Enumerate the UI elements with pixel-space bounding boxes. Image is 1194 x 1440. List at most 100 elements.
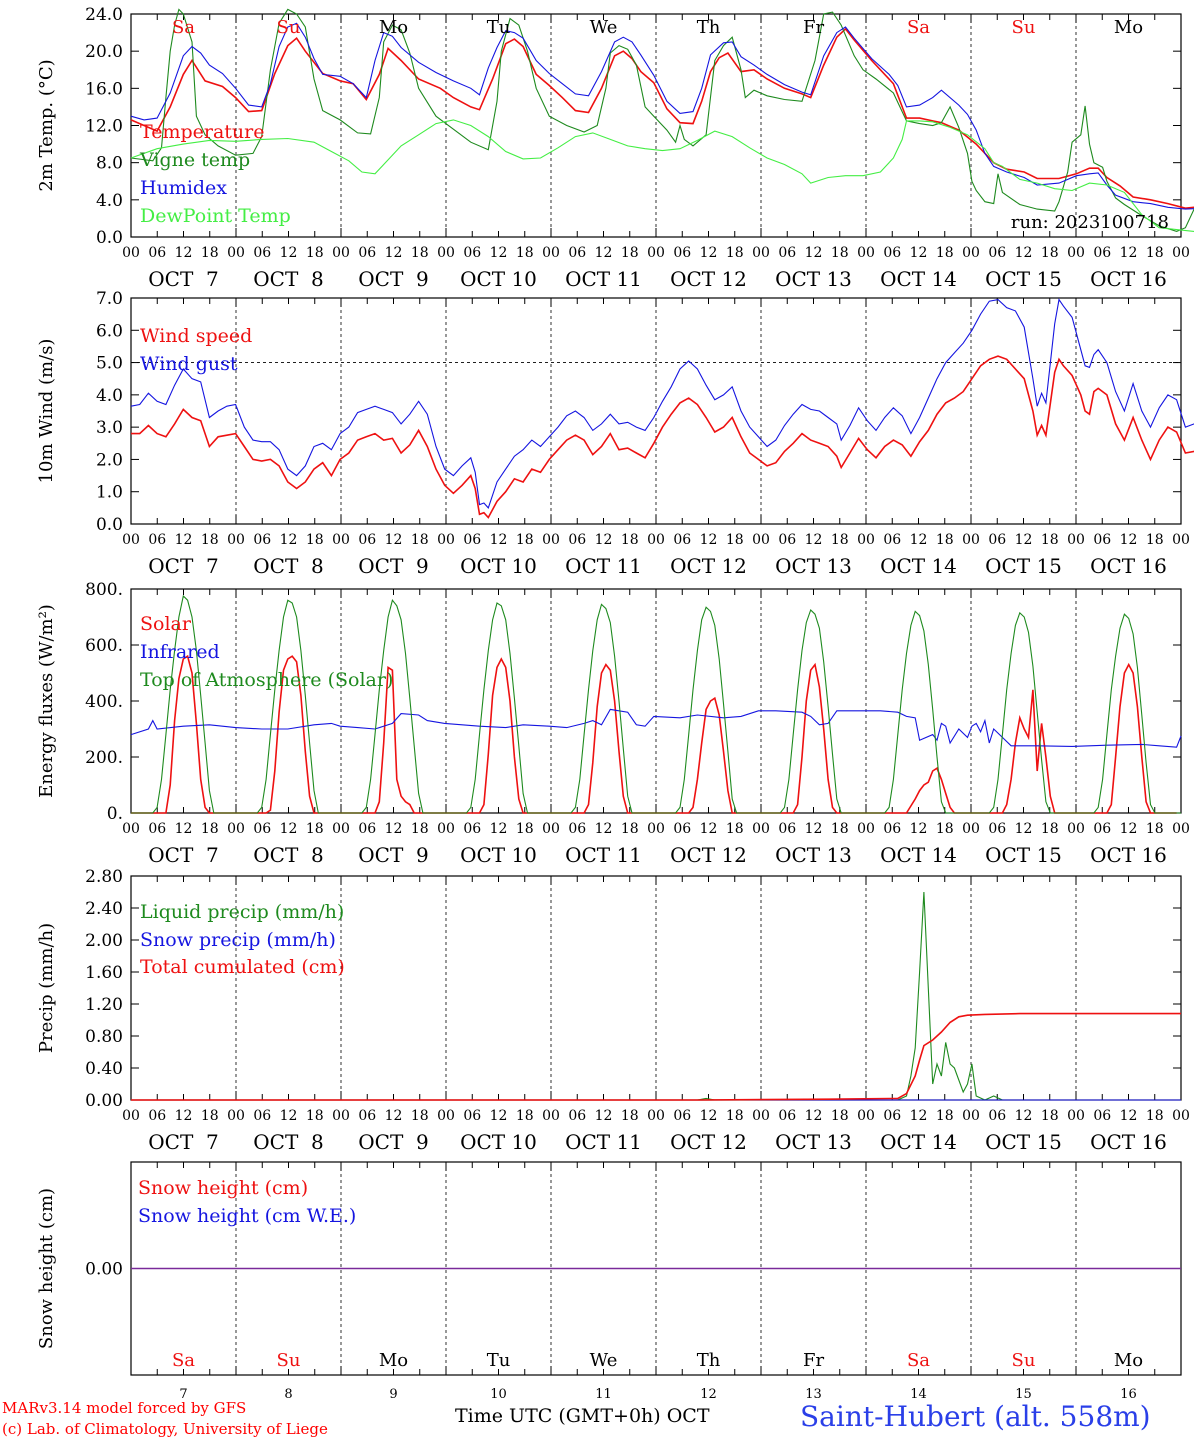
plot-frame [130, 13, 1182, 238]
hour-tick-label: 12 [805, 532, 823, 548]
y-tick-label: 600. [85, 636, 123, 656]
day-number-label: 14 [910, 1387, 927, 1402]
date-label: OCT 14 [880, 554, 957, 578]
date-label: OCT 7 [148, 554, 218, 578]
y-tick-label: 400. [85, 692, 123, 712]
y-tick-label: 0.40 [85, 1059, 123, 1079]
hour-tick-label: 18 [831, 532, 849, 548]
legend-entry: Wind speed [140, 325, 252, 347]
hour-tick-label: 18 [936, 1108, 954, 1124]
hour-tick-label: 06 [568, 245, 586, 261]
series-line [131, 355, 1194, 519]
hour-tick-label: 12 [910, 821, 928, 837]
hour-tick-label: 18 [726, 245, 744, 261]
hour-tick-label: 00 [752, 1108, 770, 1124]
y-tick-label: 2.80 [85, 867, 123, 887]
station-label: Saint-Hubert (alt. 558m) [800, 1400, 1151, 1433]
date-label: OCT 11 [565, 267, 642, 291]
hour-tick-label: 12 [595, 1108, 613, 1124]
hour-tick-label: 06 [883, 245, 901, 261]
date-label: OCT 7 [148, 1130, 218, 1154]
date-label: OCT 15 [985, 1130, 1062, 1154]
day-number-label: 8 [284, 1387, 292, 1402]
series-line [131, 1012, 1181, 1101]
date-label: OCT 16 [1090, 843, 1167, 867]
date-label: OCT 11 [565, 843, 642, 867]
series-line [130, 119, 1194, 232]
y-tick-label: 0.0 [96, 228, 123, 248]
panel-3: 0. 200. 400. 600. 800. Energy fluxes (W/m²) So… [36, 580, 1190, 867]
series-line [130, 27, 1194, 210]
hour-tick-label: 00 [857, 245, 875, 261]
hour-tick-label: 06 [463, 1108, 481, 1124]
hour-tick-label: 06 [778, 1108, 796, 1124]
hour-tick-label: 12 [595, 245, 613, 261]
day-number-label: 16 [1120, 1387, 1137, 1402]
series-line [131, 594, 1181, 814]
hour-tick-label: 18 [1146, 532, 1164, 548]
day-number-label: 12 [700, 1387, 717, 1402]
hour-tick-label: 18 [726, 1108, 744, 1124]
hour-tick-label: 18 [1041, 245, 1059, 261]
date-label: OCT 10 [460, 1130, 537, 1154]
hour-tick-label: 18 [726, 532, 744, 548]
hour-tick-label: 18 [621, 821, 639, 837]
hour-tick-label: 00 [752, 821, 770, 837]
y-tick-label: 1.60 [85, 963, 123, 983]
hour-tick-label: 12 [280, 821, 298, 837]
y-tick-label: 200. [85, 748, 123, 768]
hour-tick-label: 12 [280, 532, 298, 548]
date-label: OCT 12 [670, 843, 747, 867]
hour-tick-label: 00 [332, 532, 350, 548]
date-label: OCT 10 [460, 267, 537, 291]
hour-tick-label: 00 [1172, 532, 1190, 548]
hour-tick-label: 12 [280, 1108, 298, 1124]
weekday-label: Sa [172, 17, 195, 38]
hour-tick-label: 06 [253, 532, 271, 548]
date-label: OCT 7 [148, 267, 218, 291]
y-tick-label: 2.40 [85, 899, 123, 919]
date-label: OCT 9 [358, 554, 428, 578]
hour-tick-label: 06 [358, 1108, 376, 1124]
day-number-label: 7 [179, 1387, 187, 1402]
hour-tick-label: 18 [936, 821, 954, 837]
hour-tick-label: 18 [516, 532, 534, 548]
hour-tick-label: 18 [726, 821, 744, 837]
hour-tick-label: 12 [700, 532, 718, 548]
hour-tick-label: 12 [490, 821, 508, 837]
hour-tick-label: 00 [962, 1108, 980, 1124]
hour-tick-label: 06 [358, 532, 376, 548]
weekday-label: Su [277, 17, 301, 38]
date-label: OCT 12 [670, 1130, 747, 1154]
date-label: OCT 9 [358, 1130, 428, 1154]
date-label: OCT 10 [460, 843, 537, 867]
day-number-label: 15 [1015, 1387, 1032, 1402]
date-label: OCT 9 [358, 267, 428, 291]
hour-tick-label: 00 [1172, 245, 1190, 261]
hour-tick-label: 00 [1067, 1108, 1085, 1124]
hour-tick-label: 00 [1067, 532, 1085, 548]
hour-tick-label: 18 [201, 245, 219, 261]
hour-tick-label: 12 [175, 821, 193, 837]
hour-tick-label: 06 [1093, 532, 1111, 548]
y-tick-label: 2.00 [85, 931, 123, 951]
model-credit: MARv3.14 model forced by GFS [2, 1399, 247, 1417]
panel-4: 0.00 0.40 0.80 1.20 1.60 2.00 2.40 2.80 Precip (… [36, 867, 1190, 1154]
hour-tick-label: 12 [1120, 245, 1138, 261]
y-tick-label: 8.0 [96, 154, 123, 174]
hour-tick-label: 18 [201, 532, 219, 548]
weekday-label: We [590, 1350, 618, 1371]
hour-tick-label: 12 [1120, 532, 1138, 548]
hour-tick-label: 18 [1041, 532, 1059, 548]
y-tick-label: 4.0 [96, 191, 123, 211]
date-label: OCT 9 [358, 843, 428, 867]
hour-tick-label: 06 [673, 245, 691, 261]
hour-tick-label: 00 [962, 245, 980, 261]
hour-tick-label: 06 [463, 532, 481, 548]
y-tick-label: 24.0 [85, 5, 123, 25]
hour-tick-label: 12 [1120, 1108, 1138, 1124]
date-label: OCT 7 [148, 843, 218, 867]
legend-entry: Liquid precip (mm/h) [140, 901, 344, 923]
legend-entry: Snow precip (mm/h) [140, 929, 336, 951]
